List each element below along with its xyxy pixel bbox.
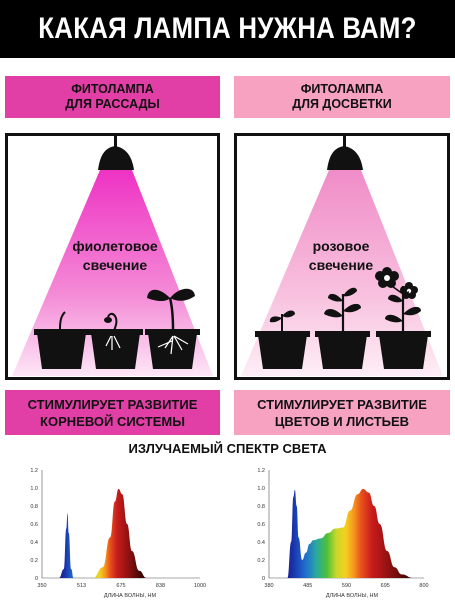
y-tick-label: 1.0 bbox=[257, 486, 265, 492]
seedling-leaf-right bbox=[170, 288, 195, 301]
seedling-stem bbox=[168, 297, 175, 330]
y-tick-label: 1.2 bbox=[30, 468, 38, 474]
right-pot-1 bbox=[255, 331, 310, 369]
spectrum-series-0 bbox=[59, 513, 74, 578]
left-lamp-cord bbox=[114, 136, 117, 148]
x-tick-label: 590 bbox=[342, 583, 351, 589]
right-lamp-cord bbox=[343, 136, 346, 148]
x-tick-label: 513 bbox=[77, 583, 86, 589]
x-tick-label: 485 bbox=[303, 583, 312, 589]
chart-axes bbox=[41, 470, 200, 579]
small-sprout bbox=[107, 312, 118, 337]
right-illustration bbox=[241, 136, 443, 376]
x-tick-label: 350 bbox=[37, 583, 46, 589]
left-illustration-panel bbox=[5, 133, 220, 380]
flower-top bbox=[375, 267, 399, 288]
left-pot-1 bbox=[34, 329, 89, 369]
y-tick-label: 0.6 bbox=[257, 522, 265, 528]
y-tick-label: 0.6 bbox=[30, 522, 38, 528]
right-light-beam bbox=[241, 170, 443, 376]
right-pot-2 bbox=[315, 331, 370, 369]
spectrum-title: ИЗЛУЧАЕМЫЙ СПЕКТР СВЕТА bbox=[128, 441, 327, 456]
left-lamp-shade bbox=[98, 146, 134, 170]
left-caption-line1: СТИМУЛИРУЕТ РАЗВИТИЕ bbox=[27, 396, 198, 412]
y-tick-label: 0.2 bbox=[257, 558, 265, 564]
y-tick-label: 0.4 bbox=[30, 540, 38, 546]
left-illustration bbox=[12, 136, 213, 376]
right-caption-line2: ЦВЕТОВ И ЛИСТЬЕВ bbox=[274, 413, 410, 429]
spectrum-chart-right: 0 0.2 0.4 0.6 0.8 1.0 1.2 380 485 590 695 800 bbox=[257, 468, 428, 589]
spectrum-series-1 bbox=[93, 488, 147, 578]
y-tick-label: 0.8 bbox=[257, 504, 265, 510]
left-card-caption: СТИМУЛИРУЕТ РАЗВИТИЕ КОРНЕВОЙ СИСТЕМЫ bbox=[5, 390, 220, 435]
x-tick-label: 1000 bbox=[194, 583, 206, 589]
right-title-line1: ФИТОЛАМПА bbox=[300, 82, 384, 96]
header-bar bbox=[0, 0, 455, 58]
x-tick-label: 695 bbox=[381, 583, 390, 589]
left-pot-3 bbox=[145, 329, 200, 369]
spectrum-chart-left: 0 0.2 0.4 0.6 0.8 1.0 1.2 350 513 675 838 1000 bbox=[30, 468, 206, 589]
x-tick-label: 838 bbox=[156, 583, 165, 589]
right-pot-3 bbox=[376, 331, 431, 369]
x-tick-label: 380 bbox=[264, 583, 273, 589]
right-chart-xlabel: ДЛИНА ВОЛНЫ, НМ bbox=[325, 593, 379, 599]
left-title-line1: ФИТОЛАМПА bbox=[71, 82, 154, 96]
y-tick-label: 0.4 bbox=[257, 540, 265, 546]
x-tick-label: 675 bbox=[116, 583, 125, 589]
right-caption-line1: СТИМУЛИРУЕТ РАЗВИТИЕ bbox=[257, 396, 427, 412]
right-card-caption: СТИМУЛИРУЕТ РАЗВИТИЕ ЦВЕТОВ И ЛИСТЬЕВ bbox=[234, 390, 450, 435]
y-tick-label: 0.8 bbox=[30, 504, 38, 510]
left-pot-2 bbox=[88, 329, 143, 369]
y-tick-label: 0 bbox=[35, 576, 38, 582]
y-tick-label: 1.0 bbox=[30, 486, 38, 492]
right-lamp-shade bbox=[327, 146, 363, 170]
left-title-line2: ДЛЯ РАССАДЫ bbox=[65, 97, 160, 111]
page-title: КАКАЯ ЛАМПА НУЖНА ВАМ? bbox=[38, 12, 417, 45]
right-title-line2: ДЛЯ ДОСВЕТКИ bbox=[292, 97, 392, 111]
small-roots bbox=[105, 335, 121, 350]
y-tick-label: 0 bbox=[262, 576, 265, 582]
seedling-leaf-left bbox=[147, 289, 170, 301]
left-glow-label: фиолетовое свечение bbox=[72, 238, 158, 273]
left-light-beam bbox=[12, 170, 213, 376]
left-card-title: ФИТОЛАМПА ДЛЯ РАССАДЫ bbox=[5, 76, 220, 118]
y-tick-label: 1.2 bbox=[257, 468, 265, 474]
right-illustration-panel bbox=[234, 133, 450, 380]
spectrum-series-0 bbox=[287, 488, 413, 578]
seedling-roots bbox=[157, 335, 189, 355]
seed-sprout bbox=[59, 311, 66, 330]
left-caption-line2: КОРНЕВОЙ СИСТЕМЫ bbox=[40, 413, 185, 429]
x-tick-label: 800 bbox=[419, 583, 428, 589]
right-card-title: ФИТОЛАМПА ДЛЯ ДОСВЕТКИ bbox=[234, 76, 450, 118]
left-chart-xlabel: ДЛИНА ВОЛНЫ, НМ bbox=[103, 593, 157, 599]
right-glow-label: розовое свечение bbox=[308, 238, 374, 273]
y-tick-label: 0.2 bbox=[30, 558, 38, 564]
spectrum-charts: 0 0.2 0.4 0.6 0.8 1.0 1.2 350 513 675 838 1000 0 0.2… bbox=[30, 468, 428, 589]
